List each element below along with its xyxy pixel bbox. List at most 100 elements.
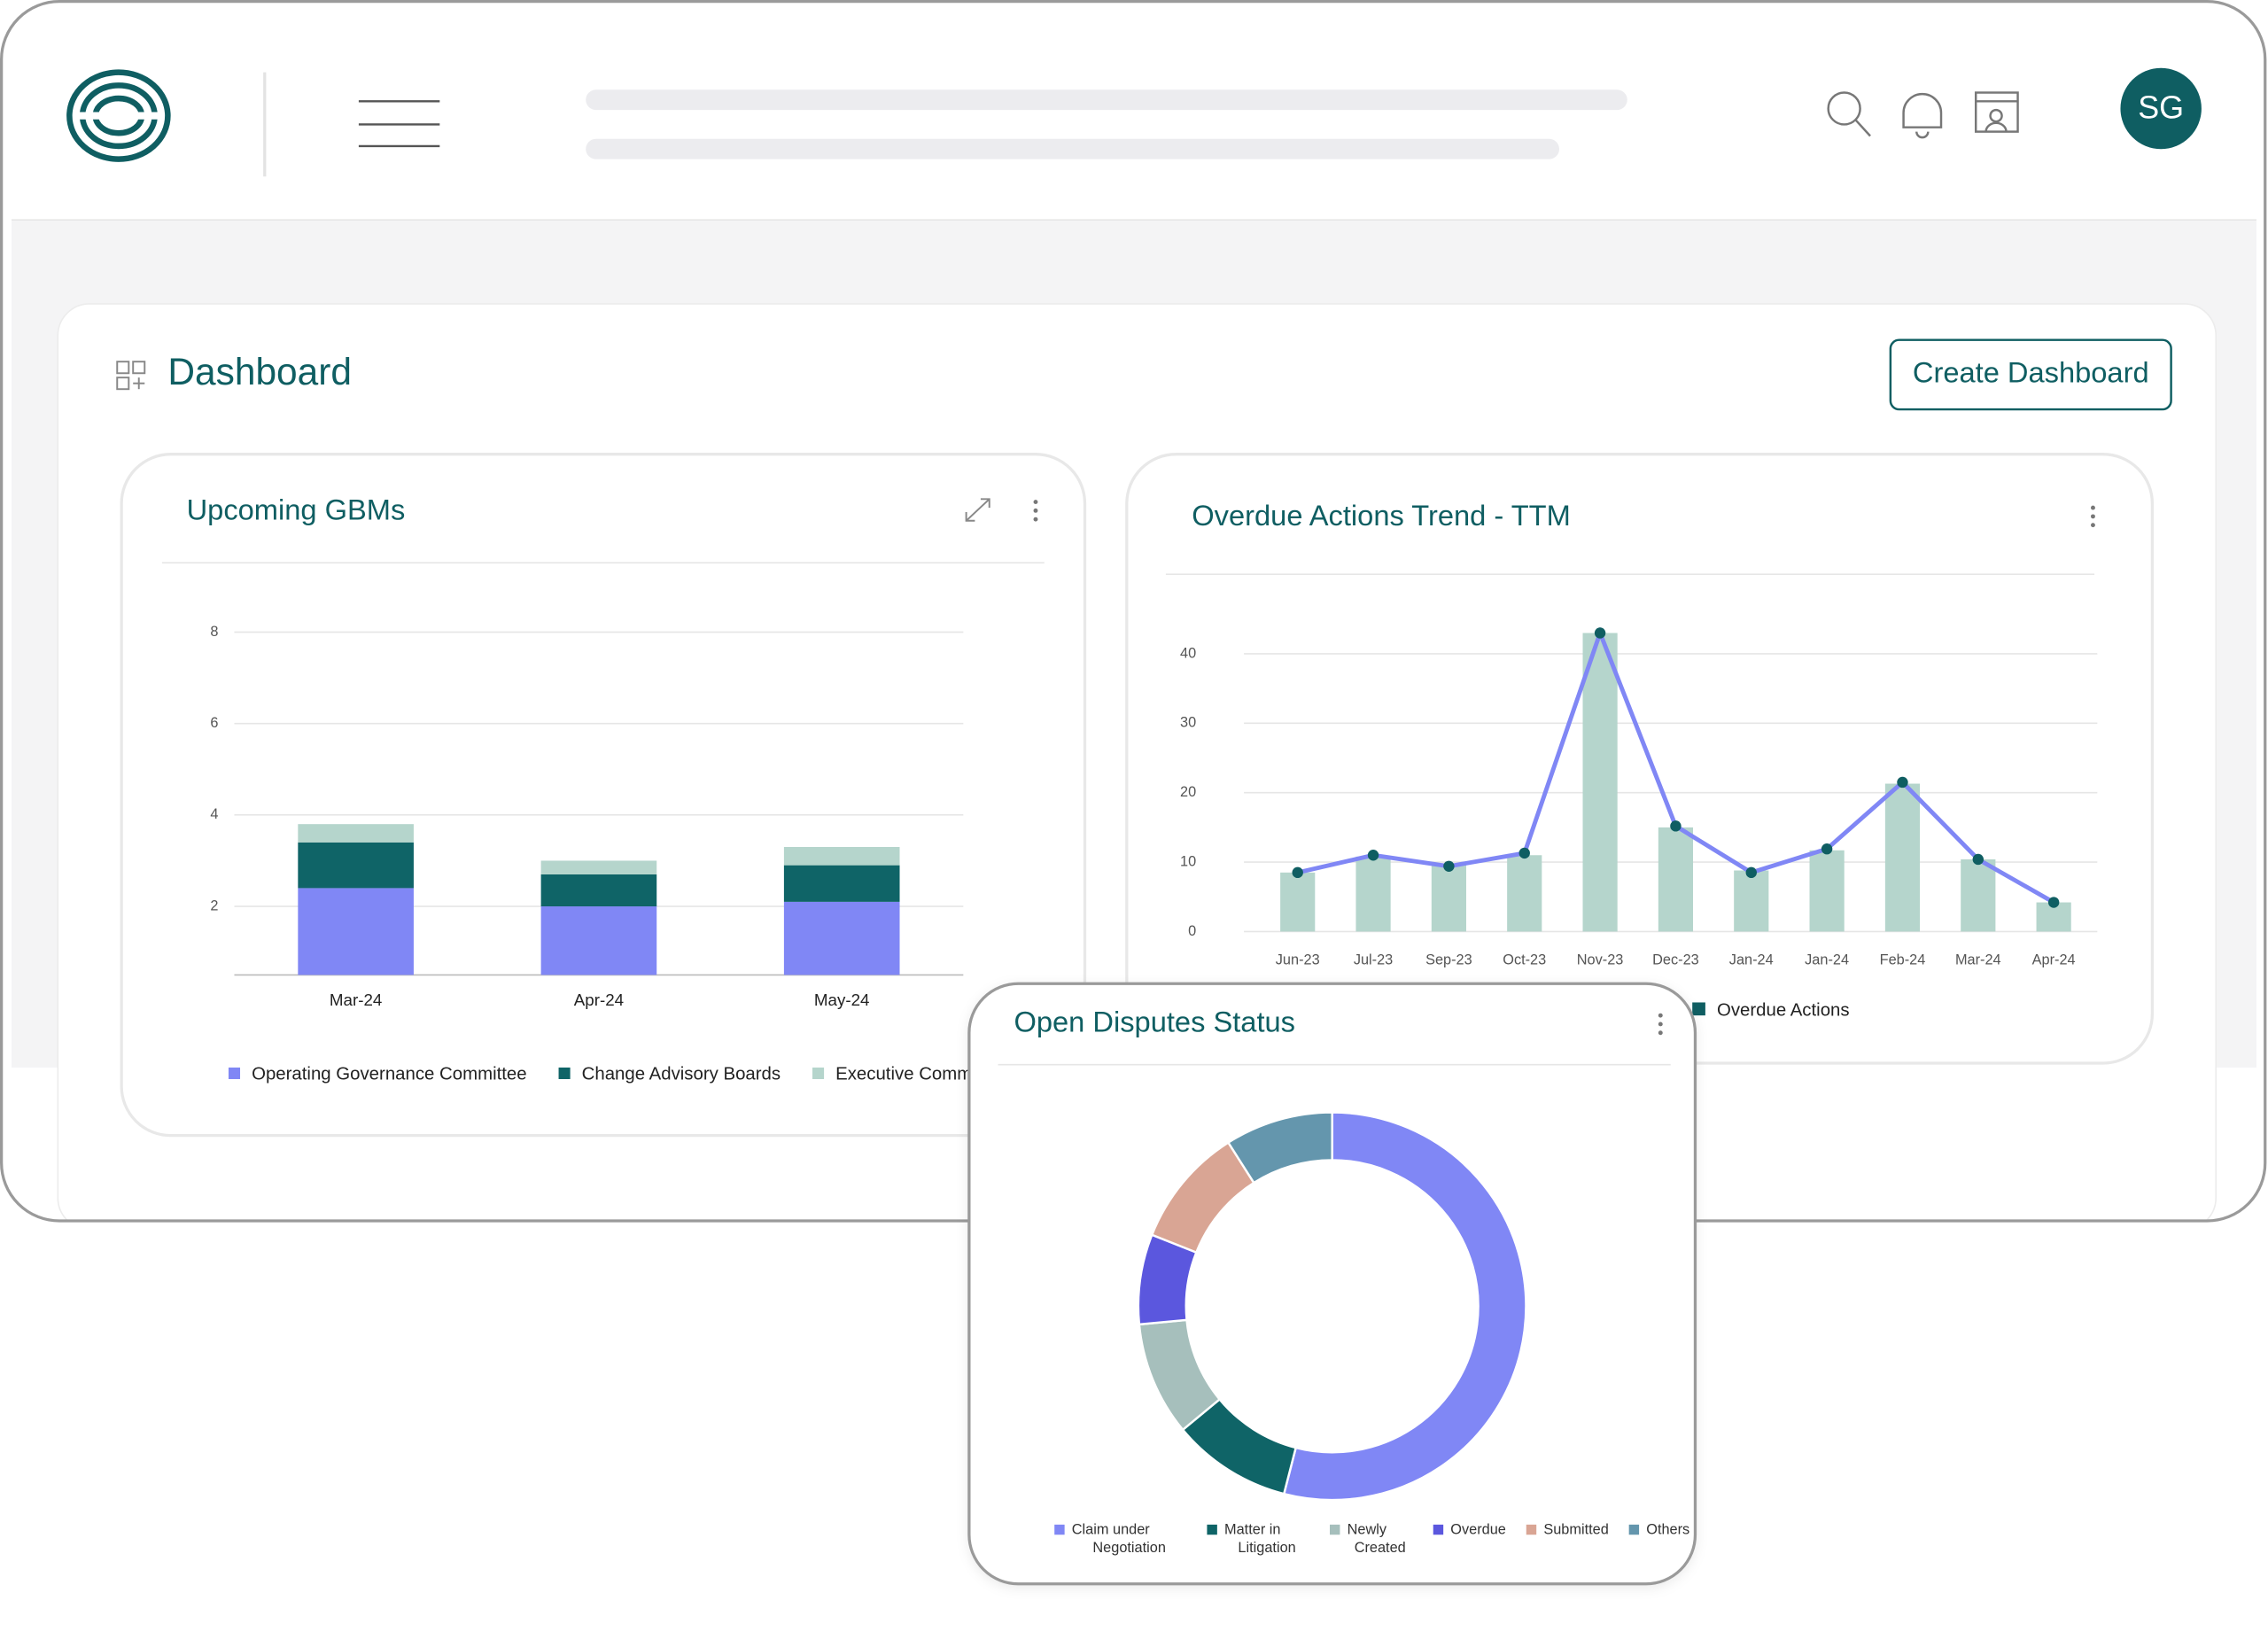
bar-segment [783,901,900,975]
page-title: Dashboard [167,351,352,392]
legend-swatch [1628,1524,1640,1535]
dashboard-icon [116,361,146,391]
bar [1431,865,1466,932]
create-dashboard-button[interactable] [1889,338,2172,411]
upcoming-gbms-chart: Upcoming GBMs 2 4 6 8 Mar-24 Apr-24 May-24 Opera… [161,493,1045,1084]
line-point [1897,776,1908,789]
menu-dot [1658,1030,1663,1036]
legend-label: Change Advisory Boards [582,1064,781,1084]
x-tick-label: Feb-24 [1880,952,1926,967]
x-tick-label: Apr-24 [2032,952,2076,967]
y-tick-label: 8 [210,624,218,640]
legend-label: Submitted [1543,1522,1608,1538]
menu-dot [1658,1013,1663,1018]
bar-segment [783,846,900,866]
line-point [1518,847,1530,859]
screen-icon[interactable] [1974,91,2019,133]
x-tick-label: Nov-23 [1577,952,1624,967]
bar-segment [298,888,414,975]
menu-dot [1658,1022,1663,1027]
legend-label: Executive Commit [835,1064,982,1084]
y-tick-label: 2 [210,897,218,913]
legend-label: Overdue [1450,1522,1506,1538]
avatar[interactable] [2120,67,2202,150]
menu-dot [1033,508,1038,513]
menu-dot [1033,517,1038,522]
x-tick-label: Sep-23 [1425,952,1472,967]
legend-label: Overdue Actions [1717,1001,1850,1021]
bar-segment [540,874,657,907]
chart-title: Overdue Actions Trend - TTM [1192,499,1571,532]
line-point [1443,860,1455,872]
bar [1355,856,1391,932]
x-tick-label: Dec-23 [1652,952,1699,967]
x-tick-label: Jan-24 [1805,952,1849,967]
chart-title: Open Disputes Status [1014,1006,1295,1038]
bell-icon[interactable] [1902,92,1943,139]
avatar-initials: SG [2138,89,2184,126]
line-point [1821,843,1833,855]
y-tick-label: 20 [1180,784,1196,800]
overdue-trend-chart: Overdue Actions Trend - TTM 0 10 20 30 40 Jun-… [1165,499,2098,1021]
donut-segment [1282,1111,1527,1502]
menu-button[interactable] [358,100,440,148]
x-tick-label: Jan-24 [1729,952,1774,967]
create-dashboard-label: Create Dashboard [1913,356,2149,389]
legend-swatch [812,1067,825,1079]
line-point [1367,850,1379,861]
legend-label: Matter in Litigation [1224,1522,1296,1556]
x-tick-label: Mar-24 [330,991,382,1009]
legend-swatch [1054,1524,1065,1535]
legend-swatch [228,1067,241,1079]
y-tick-label: 10 [1180,853,1196,869]
menu-dot [2091,505,2095,510]
line-point [1292,866,1303,879]
legend-label: Claim under Negotiation [1072,1522,1166,1556]
menu-dot [2091,523,2095,528]
y-tick-label: 30 [1180,715,1196,731]
expand-icon[interactable] [965,498,990,522]
legend-swatch [558,1067,571,1079]
x-tick-label: Jun-23 [1276,952,1320,967]
x-tick-label: Mar-24 [1955,952,2001,967]
legend-swatch [1330,1524,1340,1535]
x-tick-label: Jul-23 [1354,952,1393,967]
legend-label: Newly Created [1348,1522,1406,1556]
card [1125,453,2155,1065]
line-point [1972,853,1984,866]
menu-dot [1033,500,1038,505]
bar [1884,783,1921,932]
x-tick-label: Oct-23 [1503,952,1546,967]
bar [1507,855,1542,932]
open-disputes-chart: Open Disputes Status Claim under Negotiati… [998,1006,1689,1556]
line-point [2047,897,2060,908]
bar [1280,872,1316,932]
bar [1734,870,1769,932]
bar-segment [298,824,414,843]
bar-segment [540,906,657,975]
legend-swatch [1526,1524,1537,1535]
bar [1961,858,1996,932]
x-tick-label: May-24 [814,991,870,1009]
search-icon[interactable] [1827,91,1871,137]
legend-label: Operating Governance Committee [252,1064,527,1084]
bar [1582,633,1618,932]
expand-arrow [965,498,990,522]
legend-swatch [1207,1524,1217,1535]
y-tick-label: 0 [1188,923,1196,939]
menu-dot [2091,514,2095,519]
bar [1809,850,1845,932]
search-placeholder [586,89,1627,111]
y-tick-label: 4 [210,806,218,822]
y-tick-label: 40 [1180,645,1196,661]
line-point [1670,820,1682,832]
bar-segment [540,860,657,874]
legend-swatch [1433,1524,1444,1535]
chart-title: Upcoming GBMs [187,493,406,526]
legend-swatch [1692,1002,1705,1016]
bar-segment [298,842,414,889]
line-point [1594,627,1606,639]
search-placeholder [586,138,1559,159]
